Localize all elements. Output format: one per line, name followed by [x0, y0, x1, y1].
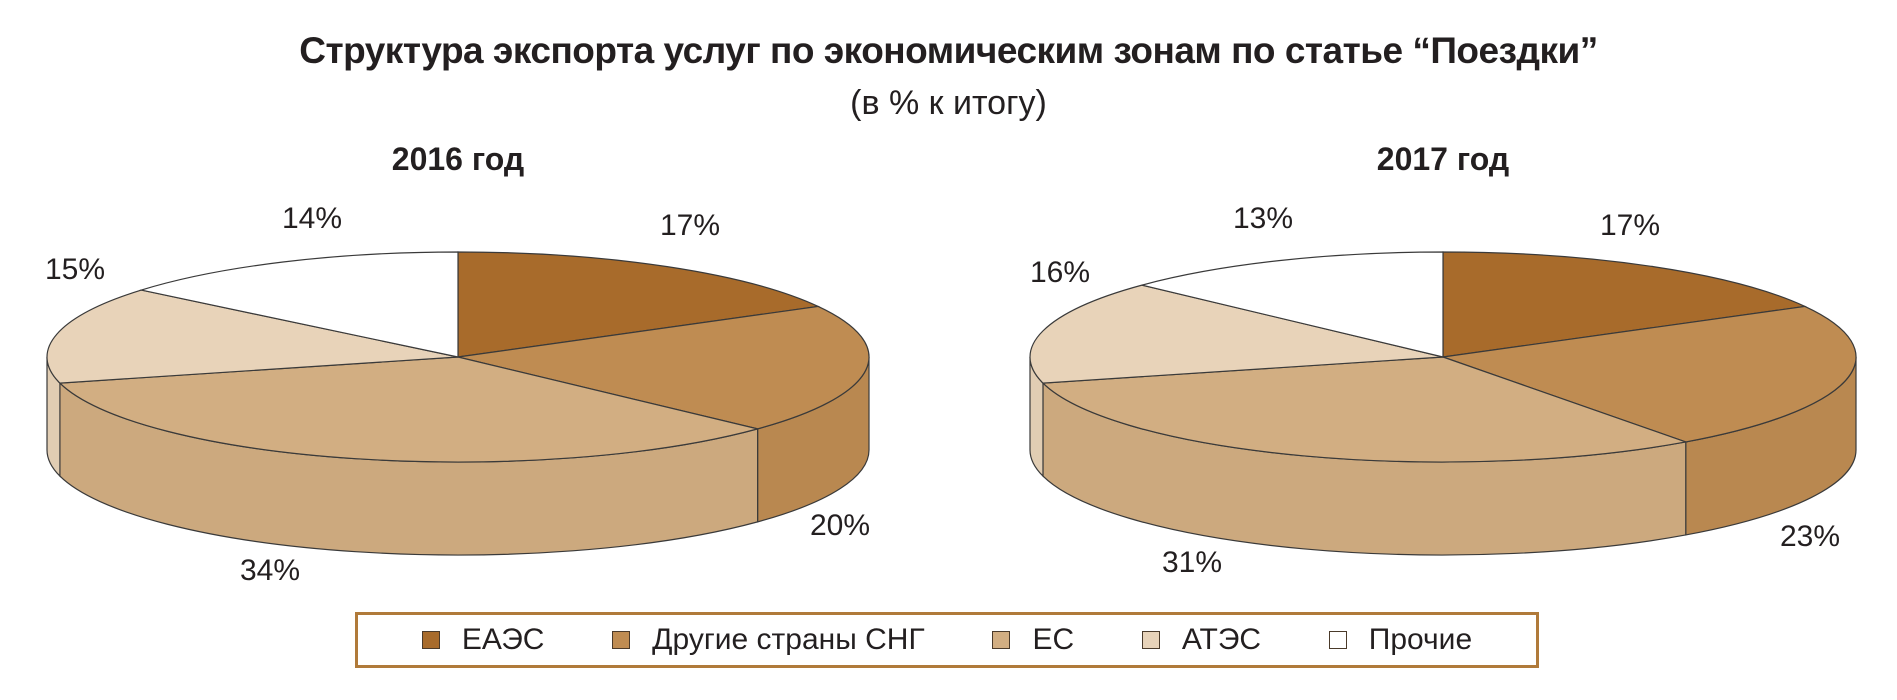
data-label: 17% — [1600, 209, 1660, 242]
pie-slice-ЕС — [58, 356, 758, 463]
data-label: 14% — [282, 202, 342, 235]
legend-label: АТЭС — [1181, 623, 1262, 656]
pie-chart-2016: 2016 год 17% 20% 34% 15% 14% — [45, 141, 870, 587]
legend-swatch — [421, 631, 440, 649]
chart-title-2017: 2017 год — [1377, 141, 1509, 177]
pie-slice-Другие страны СНГ — [1442, 305, 1857, 443]
pie-slice-АТЭС — [46, 289, 459, 384]
legend: ЕАЭС Другие страны СНГ ЕС АТЭС Прочие — [355, 612, 1539, 668]
data-label: 16% — [1030, 256, 1090, 289]
legend-item-eu: ЕС — [992, 623, 1074, 657]
pie-chart-2017: 2017 год 17% 23% 31% 16% 13% — [1029, 141, 1857, 579]
legend-label: Прочие — [1368, 623, 1473, 656]
chart-title-2016: 2016 год — [392, 141, 524, 177]
pie-slice-Другие страны СНГ — [457, 305, 870, 430]
data-label: 17% — [660, 209, 720, 242]
legend-swatch — [992, 631, 1011, 649]
data-label: 13% — [1233, 202, 1293, 235]
data-label: 31% — [1162, 546, 1222, 579]
page-title: Структура экспорта услуг по экономически… — [299, 30, 1598, 71]
legend-swatch — [1328, 631, 1347, 649]
legend-label: ЕС — [1032, 623, 1075, 656]
legend-item-apec: АТЭС — [1141, 623, 1262, 657]
pie-slice-АТЭС — [1029, 284, 1444, 384]
legend-label: ЕАЭС — [461, 623, 545, 656]
legend-swatch — [612, 631, 631, 649]
pie-slice-Прочие — [138, 251, 459, 358]
data-label: 15% — [45, 253, 105, 286]
page-subtitle: (в % к итогу) — [850, 84, 1047, 122]
legend-swatch — [1141, 631, 1160, 649]
data-label: 23% — [1780, 520, 1840, 553]
pie-slice-ЕАЭС — [1442, 251, 1808, 358]
data-label: 20% — [810, 509, 870, 542]
data-label: 34% — [240, 554, 300, 587]
pie-slice-ЕС — [1041, 356, 1689, 463]
pie-slice-Прочие — [1141, 251, 1444, 358]
legend-item-eaes: ЕАЭС — [421, 623, 545, 657]
legend-item-other: Прочие — [1328, 623, 1473, 657]
pie-slice-ЕАЭС — [457, 251, 821, 358]
legend-label: Другие страны СНГ — [652, 623, 925, 656]
legend-item-cis: Другие страны СНГ — [612, 623, 925, 657]
